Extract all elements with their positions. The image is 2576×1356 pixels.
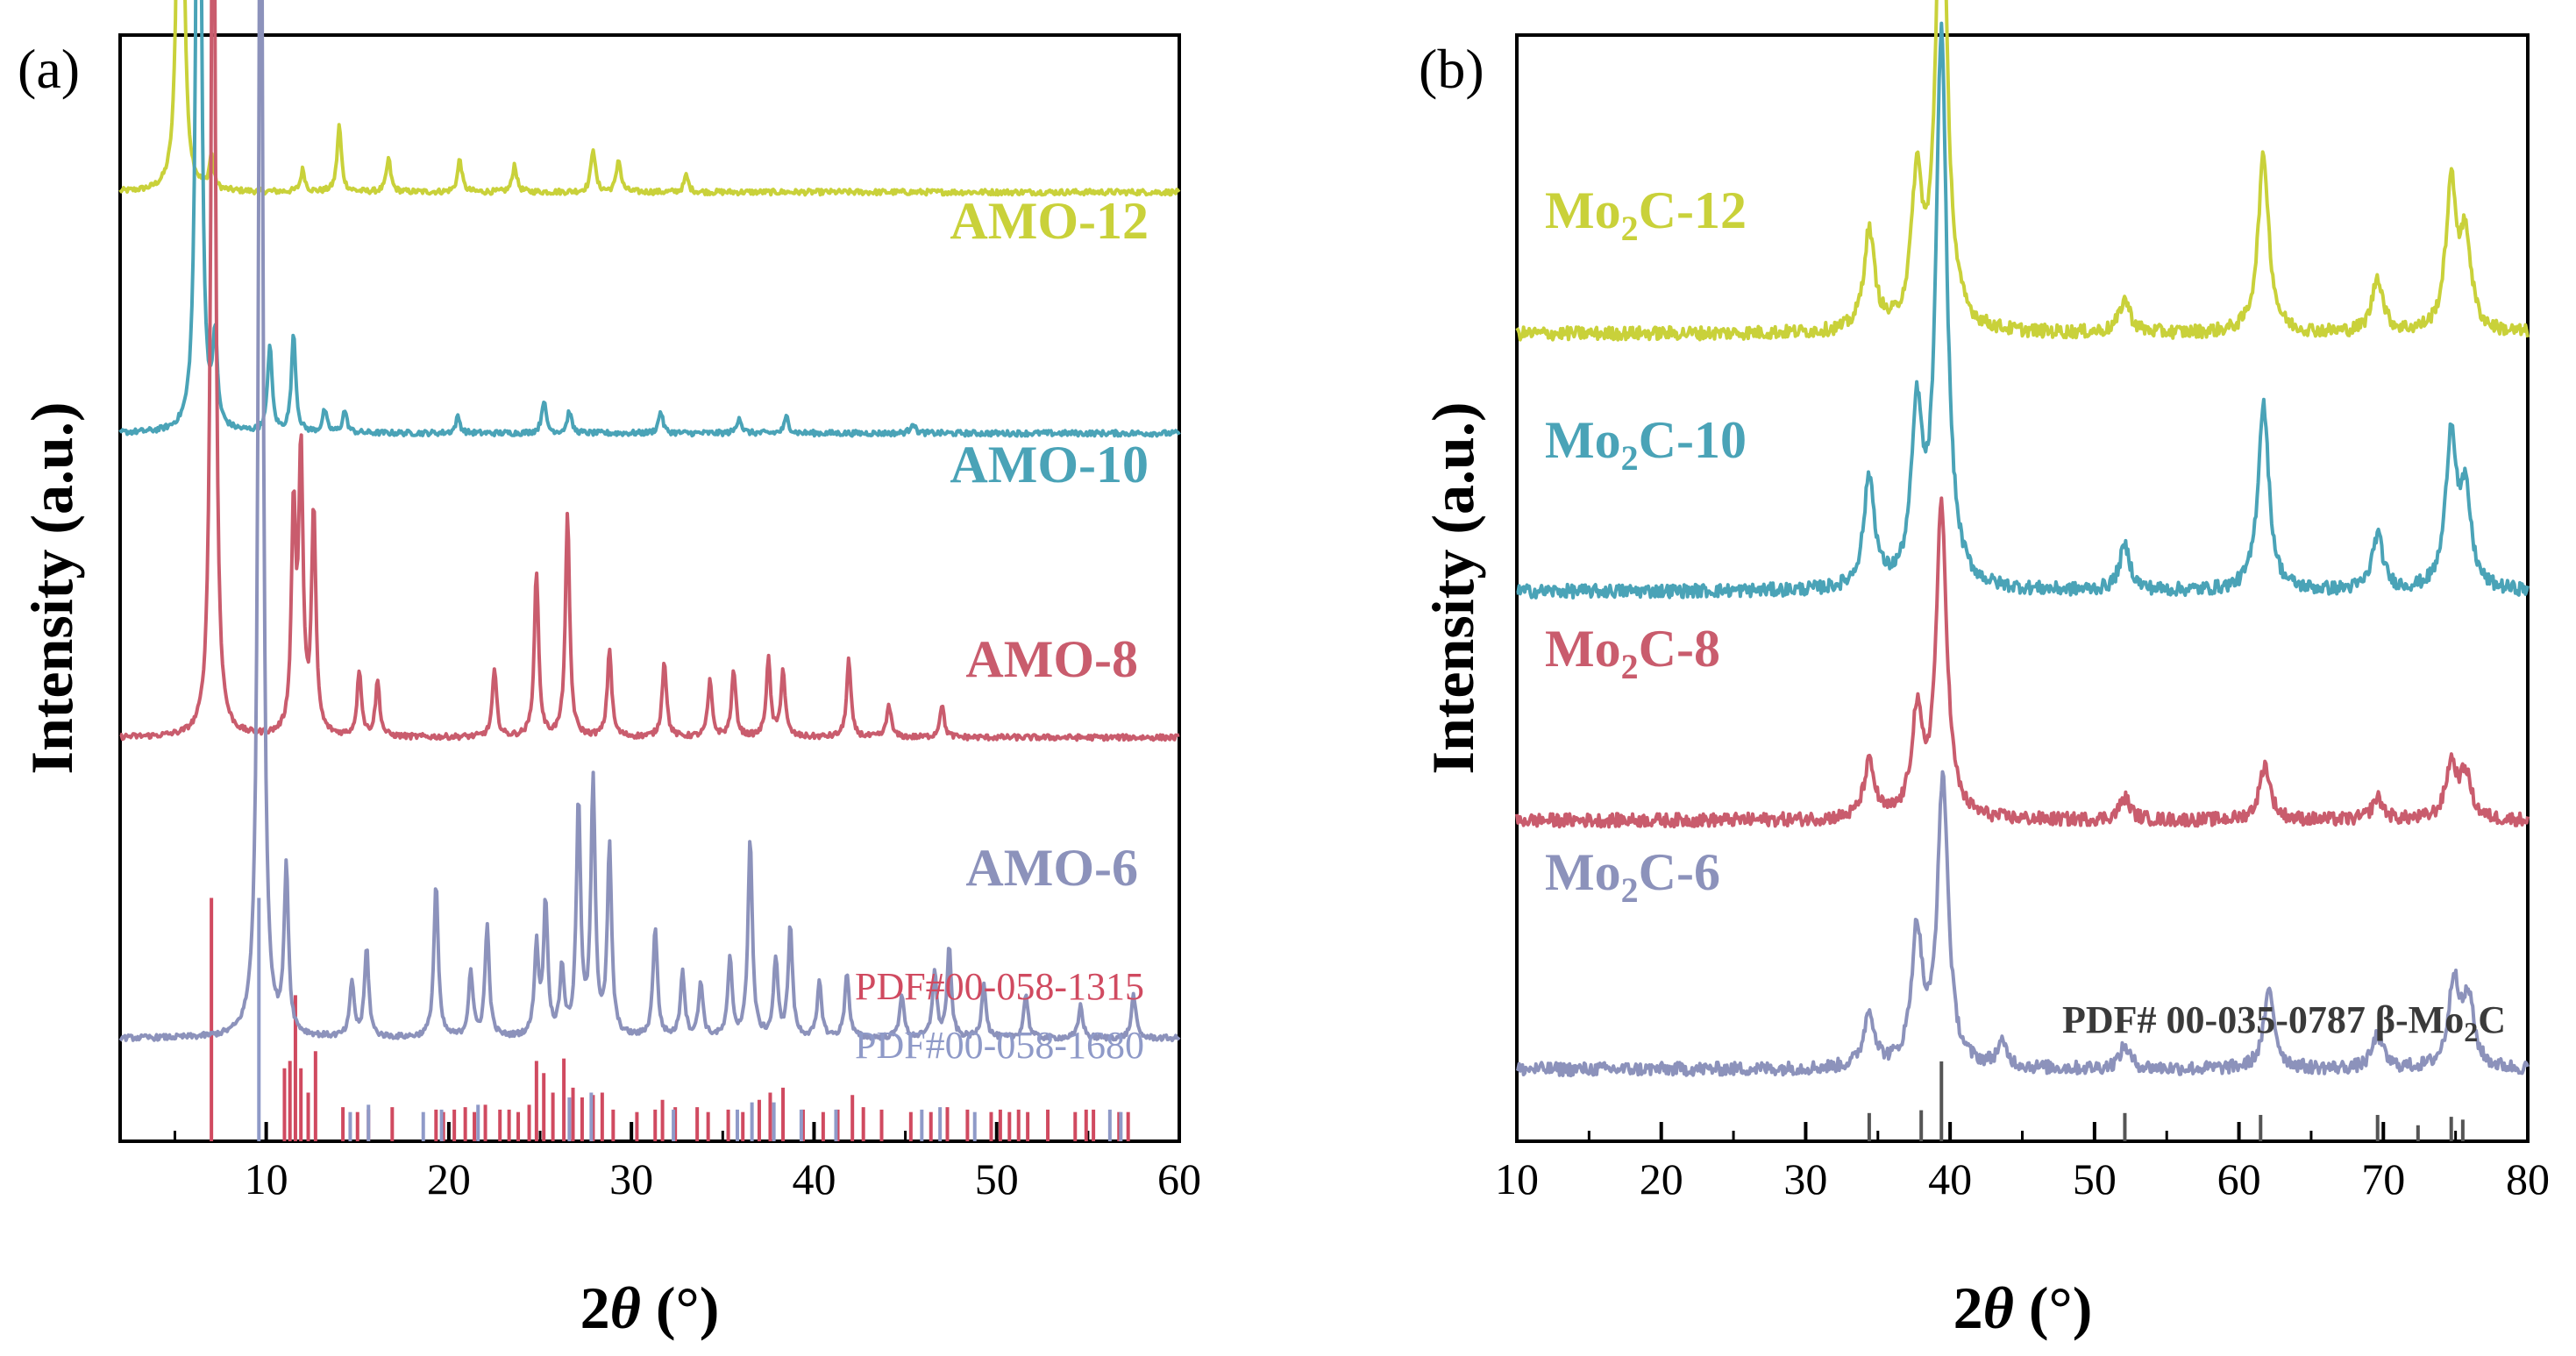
series-line-amo-12	[118, 0, 1181, 197]
x-tick-label: 80	[2506, 1154, 2550, 1203]
label-subscript: 2	[1621, 647, 1639, 686]
ref-label-rest: C	[2478, 998, 2506, 1041]
label-rest: C-8	[1639, 620, 1720, 678]
x-tick-label: 20	[1640, 1154, 1683, 1203]
x-axis-title-two: 2	[1953, 1274, 1983, 1341]
label-main: Mo	[1545, 181, 1621, 239]
x-axis-title-unit: (°)	[2014, 1274, 2092, 1341]
series-label-amo-10: AMO-10	[950, 436, 1149, 493]
x-tick-label: 70	[2361, 1154, 2405, 1203]
panel-a-plot-frame	[118, 33, 1181, 1143]
panel-a-y-axis-title: Intensity (a.u.)	[18, 401, 85, 774]
reference-label-pdf-1315: PDF#00-058-1315	[855, 965, 1144, 1008]
label-subscript: 2	[1621, 209, 1639, 248]
label-main: Mo	[1545, 843, 1621, 901]
x-tick-label: 40	[792, 1154, 836, 1203]
x-tick-label: 50	[2073, 1154, 2117, 1203]
series-line-amo-8	[119, 0, 1180, 742]
panel-b-series-labels: Mo2C-12 Mo2C-10 Mo2C-8 Mo2C-6	[1545, 181, 1747, 910]
series-label-mo2c-6: Mo2C-6	[1545, 843, 1720, 910]
x-tick-label: 20	[427, 1154, 471, 1203]
panel-b-x-axis-title: 2θ (°)	[1953, 1274, 2093, 1341]
x-axis-title-two: 2	[580, 1274, 610, 1341]
series-label-mo2c-10: Mo2C-10	[1545, 411, 1747, 478]
series-line-amo-6	[118, 0, 1181, 1043]
series-line-mo2c-10	[1516, 21, 2530, 600]
x-tick-label: 10	[1495, 1154, 1539, 1203]
x-axis-title-unit: (°)	[641, 1274, 719, 1341]
series-label-mo2c-12: Mo2C-12	[1545, 181, 1747, 248]
reference-label-pdf-0787: PDF# 00-035-0787 β-Mo2C	[2062, 998, 2506, 1047]
x-axis-title-theta: θ	[1983, 1274, 2014, 1341]
x-tick-label: 60	[2217, 1154, 2261, 1203]
panel-b-series-lines	[1515, 0, 2530, 1078]
panel-a-series-labels: AMO-12 AMO-10 AMO-8 AMO-6	[950, 192, 1149, 897]
panel-a-reference-sticks	[210, 898, 1130, 1141]
series-label-amo-12: AMO-12	[950, 192, 1149, 250]
x-tick-label: 40	[1928, 1154, 1972, 1203]
label-rest: C-6	[1639, 843, 1720, 901]
x-tick-label: 10	[245, 1154, 288, 1203]
ref-label-main: PDF# 00-035-0787 β-Mo	[2062, 998, 2464, 1041]
series-line-mo2c-12	[1515, 0, 2530, 342]
label-subscript: 2	[1621, 438, 1639, 478]
panel-a-series-lines	[118, 0, 1181, 1043]
x-tick-label: 60	[1157, 1154, 1201, 1203]
panel-b: (b) 10 20 30 40 50 60 70 80 Mo2C-12 Mo2C-10 Mo2…	[1419, 0, 2550, 1341]
ref-label-subscript: 2	[2464, 1016, 2478, 1047]
reference-label-pdf-1680: PDF#00-058-1680	[855, 1024, 1144, 1067]
label-rest: C-12	[1639, 181, 1747, 239]
series-line-amo-10	[118, 0, 1181, 438]
panel-b-label: (b)	[1419, 38, 1484, 100]
panel-b-x-ticks: 10 20 30 40 50 60 70 80	[1495, 1122, 2550, 1203]
label-main: Mo	[1545, 411, 1621, 469]
series-label-amo-8: AMO-8	[965, 630, 1138, 688]
x-tick-label: 30	[609, 1154, 653, 1203]
panel-b-reference-sticks	[1867, 1061, 2465, 1141]
label-rest: C-10	[1639, 411, 1747, 469]
panel-b-y-axis-title: Intensity (a.u.)	[1420, 401, 1486, 774]
label-subscript: 2	[1621, 870, 1639, 910]
x-tick-label: 30	[1783, 1154, 1827, 1203]
panel-a-x-axis-title: 2θ (°)	[580, 1274, 720, 1341]
label-main: Mo	[1545, 620, 1621, 678]
series-line-mo2c-6	[1515, 770, 2530, 1078]
x-axis-title-theta: θ	[610, 1274, 641, 1341]
series-line-mo2c-8	[1515, 496, 2530, 829]
series-label-mo2c-8: Mo2C-8	[1545, 620, 1720, 686]
panel-a-x-ticks: 10 20 30 40 50 60	[173, 1122, 1201, 1203]
panel-a-label: (a)	[18, 38, 80, 100]
panel-a: (a) 10 20 30 40 50 60 AMO-12 AMO-10 AMO-8 AMO…	[18, 0, 1201, 1341]
x-tick-label: 50	[975, 1154, 1019, 1203]
series-label-amo-6: AMO-6	[965, 839, 1138, 897]
